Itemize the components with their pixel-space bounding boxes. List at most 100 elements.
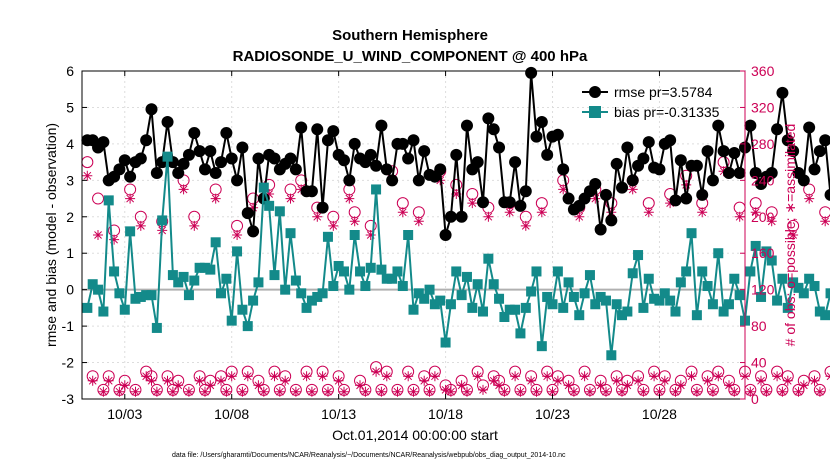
- rmse-point: [402, 152, 415, 165]
- rmse-point: [599, 188, 612, 201]
- obs-assimilated-point: [681, 179, 692, 190]
- obs-assimilated-point: [125, 193, 136, 204]
- bias-point: [98, 306, 109, 317]
- bias-point: [109, 266, 120, 277]
- rmse-point: [664, 134, 677, 147]
- rmse-point: [765, 167, 778, 180]
- obs-assimilated-point: [119, 380, 130, 391]
- rmse-point: [594, 223, 607, 236]
- bias-point: [547, 299, 558, 310]
- obs-assimilated-point: [109, 234, 120, 245]
- bias-point: [392, 266, 403, 277]
- bias-point: [659, 288, 670, 299]
- bias-point: [173, 277, 184, 288]
- bias-point: [456, 290, 467, 301]
- obs-assimilated-point: [622, 380, 633, 391]
- bias-point: [579, 288, 590, 299]
- rmse-point: [97, 136, 110, 149]
- bias-point: [472, 279, 483, 290]
- rmse-point: [284, 152, 297, 165]
- obs-assimilated-point: [360, 386, 371, 397]
- bias-point: [306, 295, 317, 306]
- rmse-point: [434, 163, 447, 176]
- y2-tick-label: 160: [751, 245, 775, 261]
- rmse-point: [680, 192, 693, 205]
- bias-point: [461, 271, 472, 282]
- obs-assimilated-point: [547, 386, 558, 397]
- bias-point: [445, 299, 456, 310]
- bias-point: [280, 284, 291, 295]
- rmse-point: [541, 148, 554, 161]
- rmse-point: [674, 154, 687, 167]
- bias-point: [499, 312, 510, 322]
- obs-assimilated-point: [173, 380, 184, 391]
- bias-point: [558, 302, 569, 313]
- bias-point: [429, 299, 440, 310]
- rmse-point: [610, 157, 623, 170]
- legend: rmse pr=3.5784 bias pr=-0.31335: [582, 84, 720, 120]
- obs-assimilated-point: [419, 375, 430, 386]
- rmse-point: [589, 177, 602, 190]
- rmse-point: [519, 185, 532, 198]
- obs-assimilated-point: [504, 207, 515, 218]
- bias-point: [130, 293, 141, 304]
- rmse-point: [396, 137, 409, 150]
- x-tick-label: 10/28: [642, 406, 677, 422]
- bias-point: [242, 321, 253, 332]
- y-tick-label: 2: [66, 209, 74, 225]
- bias-point: [381, 273, 392, 284]
- obs-assimilated-point: [130, 386, 141, 397]
- rmse-point: [252, 152, 265, 165]
- bias-point: [825, 288, 830, 299]
- rmse-point: [797, 174, 810, 187]
- bias-point: [606, 350, 617, 361]
- y-axis-left: -3 -2 -1 0 1 2 3 4 5 6: [62, 63, 87, 407]
- y-axis-right: 0 40 80 120 160 200 240 280 320 360: [740, 63, 775, 407]
- rmse-point: [471, 156, 484, 169]
- obs-assimilated-point: [376, 386, 387, 397]
- rmse-point: [140, 134, 153, 147]
- y-tick-label: -2: [62, 355, 75, 371]
- rmse-point: [289, 163, 302, 176]
- obs-assimilated-point: [317, 371, 328, 382]
- obs-assimilated-point: [381, 371, 392, 382]
- bias-point: [162, 151, 173, 162]
- obs-assimilated-point: [205, 380, 216, 391]
- obs-assimilated-point: [328, 220, 339, 231]
- bias-point: [520, 302, 531, 313]
- x-tick-label: 10/08: [214, 406, 249, 422]
- bias-point: [729, 273, 740, 284]
- obs-assimilated-point: [333, 375, 344, 386]
- rmse-point: [134, 152, 147, 165]
- rmse-point: [380, 163, 393, 176]
- bias-point: [296, 288, 307, 299]
- obs-assimilated-point: [141, 371, 152, 382]
- rmse-point: [530, 130, 543, 143]
- bias-point: [216, 288, 227, 299]
- rmse-point: [712, 119, 725, 132]
- obs-assimilated-point: [397, 207, 408, 218]
- bias-point: [734, 290, 745, 301]
- bias-point: [542, 291, 553, 302]
- y-axis-label: rmse and bias (model - observation): [43, 123, 59, 347]
- rmse-point: [493, 141, 506, 154]
- y-tick-label: 5: [66, 99, 74, 115]
- bias-point: [820, 310, 830, 321]
- bias-point: [387, 273, 398, 284]
- obs-assimilated-point: [403, 371, 414, 382]
- obs-assimilated-point: [103, 375, 114, 386]
- rmse-point: [412, 174, 425, 187]
- obs-assimilated-point: [221, 386, 232, 397]
- obs-assimilated-point: [183, 386, 194, 397]
- rmse-point: [701, 145, 714, 158]
- bias-point: [103, 195, 114, 206]
- rmse-point: [444, 210, 457, 223]
- x-tick-label: 10/03: [107, 406, 142, 422]
- obs-assimilated-point: [285, 193, 296, 204]
- bias-point: [713, 248, 724, 259]
- rmse-point: [477, 196, 490, 209]
- bias-point: [82, 302, 93, 313]
- obs-assimilated-point: [472, 371, 483, 382]
- obs-assimilated-point: [98, 386, 109, 397]
- x-tick-label: 10/18: [428, 406, 463, 422]
